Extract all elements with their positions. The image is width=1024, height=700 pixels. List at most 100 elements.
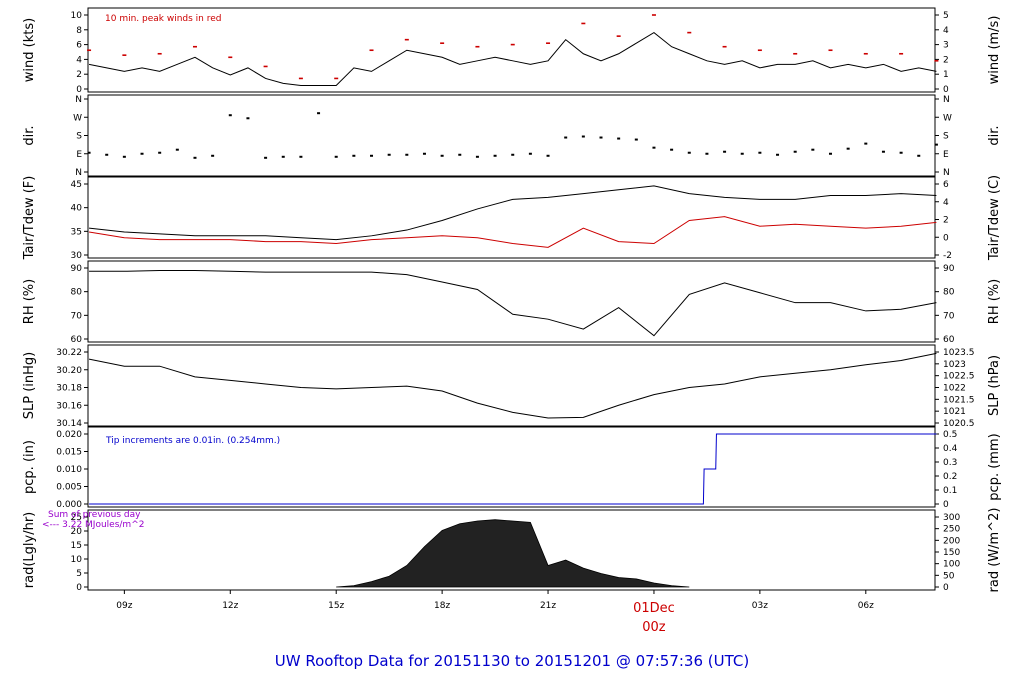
peak-marker — [440, 42, 445, 44]
data-point — [934, 143, 938, 146]
data-point — [546, 154, 550, 157]
right-tick-label: -2 — [943, 251, 952, 261]
right-tick-label: 0.5 — [943, 430, 957, 440]
data-point — [723, 150, 727, 153]
left-tick-label: 30.20 — [56, 366, 82, 376]
data-point — [352, 154, 356, 157]
left-tick-label: N — [75, 168, 82, 178]
right-tick-label: 0 — [943, 583, 949, 593]
peak-marker — [687, 31, 692, 34]
right-tick-label: 60 — [943, 335, 955, 345]
left-tick-label: 30.16 — [56, 401, 82, 411]
panel-frame — [87, 426, 936, 508]
y-axis-label: dir. — [22, 125, 37, 145]
data-point — [246, 117, 250, 120]
right-tick-label: N — [943, 168, 950, 178]
data-point — [475, 155, 479, 158]
data-point — [87, 151, 91, 154]
panel-frame — [87, 94, 936, 177]
data-point — [776, 153, 780, 156]
right-tick-label: 1022.5 — [943, 372, 975, 382]
data-point — [564, 136, 568, 139]
left-tick-label: 25 — [71, 513, 82, 523]
radiation-area — [336, 519, 690, 588]
y-axis-label: Tair/Tdew (F) — [22, 176, 37, 261]
series-line — [89, 185, 937, 241]
panel-rh: 60 70 80 90 60 70 80 90 RH (%) RH (%) — [22, 260, 1002, 345]
left-tick-label: 5 — [76, 569, 82, 579]
panel-pcp: 0.000 0.005 0.010 0.015 0.020 0 0.1 0.2 0.3 0.4 0.… — [22, 426, 1002, 510]
left-tick-label: 6 — [76, 41, 82, 51]
right-tick-label: 1 — [943, 70, 949, 80]
right-tick-label: 2 — [943, 216, 949, 226]
x-tick-label: 21z — [540, 601, 556, 611]
chart-title: UW Rooftop Data for 20151130 to 20151201… — [275, 652, 749, 670]
peak-marker — [510, 43, 515, 46]
pcp-annotation: Tip increments are 0.01in. (0.254mm.) — [105, 436, 280, 446]
data-point — [193, 156, 197, 159]
peak-marker — [334, 77, 339, 80]
data-point — [740, 152, 744, 155]
data-point — [211, 154, 215, 157]
data-point — [422, 152, 426, 155]
panel-frame — [87, 176, 936, 259]
x-tick-label: 03z — [752, 601, 768, 611]
x-tick-label: 06z — [858, 601, 874, 611]
left-tick-label: 30.18 — [56, 384, 82, 394]
left-tick-label: 0 — [76, 85, 82, 95]
right-tick-label: 4 — [943, 198, 949, 208]
right-tick-label: 250 — [943, 525, 960, 535]
series-line — [88, 216, 937, 248]
data-point — [511, 153, 515, 156]
left-tick-label: 10 — [71, 555, 83, 565]
y-axis-label-right: Tair/Tdew (C) — [987, 175, 1002, 261]
data-point — [581, 135, 585, 138]
y-axis-label: rad(Lgly/hr) — [22, 512, 37, 588]
panel-frame — [87, 509, 936, 591]
y-axis-label: SLP (inHg) — [22, 352, 37, 420]
peak-marker — [369, 49, 374, 52]
data-point — [617, 137, 621, 140]
right-tick-label: 0.2 — [943, 472, 957, 482]
right-tick-label: 1023.5 — [943, 348, 975, 358]
x-tick-label: 15z — [328, 601, 344, 611]
data-point — [158, 151, 162, 154]
y-axis-label: pcp. (in) — [22, 440, 37, 494]
left-tick-label: 10 — [71, 11, 83, 21]
data-point — [281, 155, 285, 158]
panel-frame — [87, 260, 936, 343]
right-tick-label: 70 — [943, 311, 955, 321]
left-tick-label: 4 — [76, 55, 82, 65]
data-point — [405, 153, 409, 156]
panel-wind: 0 2 4 6 8 10 0 1 2 3 4 5 wind (kts) wind (m/s) 10 min.… — [22, 7, 1002, 95]
peak-marker — [863, 52, 868, 55]
left-tick-label: E — [76, 150, 82, 160]
peak-marker — [934, 60, 939, 62]
y-axis-label-right: pcp. (mm) — [987, 433, 1002, 500]
right-tick-label: N — [943, 95, 950, 105]
right-tick-label: 4 — [943, 26, 949, 36]
peak-marker — [404, 38, 409, 41]
right-tick-label: 0 — [943, 85, 949, 95]
data-point — [334, 155, 338, 158]
series-line — [88, 352, 937, 419]
data-point — [299, 155, 303, 158]
left-tick-label: 30.22 — [56, 348, 82, 358]
wind-annotation: 10 min. peak winds in red — [105, 14, 222, 24]
y-axis-label-right: rad (W/m^2) — [987, 508, 1002, 593]
x-tick-label-hour: 00z — [642, 620, 666, 635]
right-tick-label: 200 — [943, 536, 960, 546]
data-point — [599, 136, 603, 139]
data-point — [122, 155, 126, 158]
peak-marker — [157, 52, 162, 55]
y-axis-label: wind (kts) — [22, 18, 37, 82]
panel-temp: 30 35 40 45 -2 0 2 4 6 Tair/Tdew (F) Tair/Tdew (C) — [22, 175, 1002, 261]
data-point — [846, 147, 850, 150]
peak-marker — [793, 52, 798, 55]
peak-marker — [581, 22, 586, 25]
x-tick-label: 09z — [116, 601, 132, 611]
left-tick-label: 30.14 — [56, 419, 82, 429]
rad-annotation-2: <--- 3.22 MJoules/m^2 — [42, 520, 144, 530]
right-tick-label: 5 — [943, 11, 949, 21]
right-tick-label: 0.4 — [943, 444, 958, 454]
